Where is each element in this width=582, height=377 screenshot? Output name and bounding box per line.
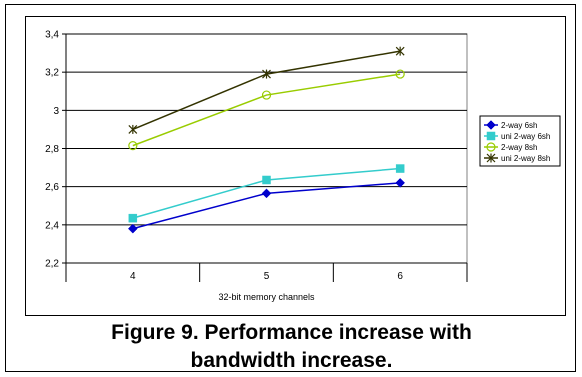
- y-tick-label: 3: [53, 106, 59, 117]
- legend-label: 2-way 8sh: [501, 143, 537, 152]
- data-point-series-1: [395, 177, 406, 188]
- legend-label: 2-way 6sh: [501, 121, 537, 130]
- y-tick-label: 2,8: [45, 144, 59, 155]
- data-point-series-1: [261, 188, 272, 199]
- x-tick-label: 5: [264, 271, 270, 282]
- data-point-series-2: [128, 213, 138, 223]
- figure-frame: 2,2 2,4 2,6 2,8 3 3,2 3,4 4 5 6 32-bit memory chan…: [5, 4, 576, 372]
- data-point-series-3: [395, 69, 405, 79]
- data-point-series-4: [128, 124, 138, 134]
- chart-container: 2,2 2,4 2,6 2,8 3 3,2 3,4 4 5 6 32-bit memory chan…: [25, 16, 566, 316]
- legend-label: uni 2-way 8sh: [501, 154, 550, 163]
- caption-line-1: Figure 9. Performance increase with: [111, 321, 472, 344]
- legend-marker: [486, 142, 496, 152]
- caption-line-2: bandwidth increase.: [190, 349, 393, 372]
- x-tick-label: 4: [130, 271, 136, 282]
- y-tick-label: 2,2: [45, 259, 59, 270]
- legend-marker: [486, 131, 496, 141]
- data-point-series-2: [395, 164, 405, 173]
- data-point-series-3: [261, 90, 272, 100]
- line-chart: 2,2 2,4 2,6 2,8 3 3,2 3,4 4 5 6 32-bit memory chan…: [45, 30, 561, 302]
- legend-label: uni 2-way 6sh: [501, 132, 550, 141]
- series-line-3: [132, 73, 401, 147]
- y-tick-label: 2,4: [45, 220, 59, 231]
- x-tick-label: 6: [397, 271, 403, 282]
- data-point-series-4: [395, 46, 405, 56]
- data-point-series-3: [128, 141, 138, 151]
- data-point-series-4: [262, 69, 271, 79]
- y-tick-label: 2,6: [45, 182, 59, 193]
- x-axis-title: 32-bit memory channels: [218, 292, 315, 302]
- figure-caption: Figure 9. Performance increase with band…: [6, 319, 577, 375]
- legend-marker: [486, 153, 496, 163]
- data-point-series-2: [262, 175, 271, 185]
- data-point-series-1: [127, 223, 138, 234]
- y-tick-label: 3,2: [45, 68, 59, 79]
- legend-marker: [486, 120, 496, 130]
- y-tick-label: 3,4: [45, 30, 59, 41]
